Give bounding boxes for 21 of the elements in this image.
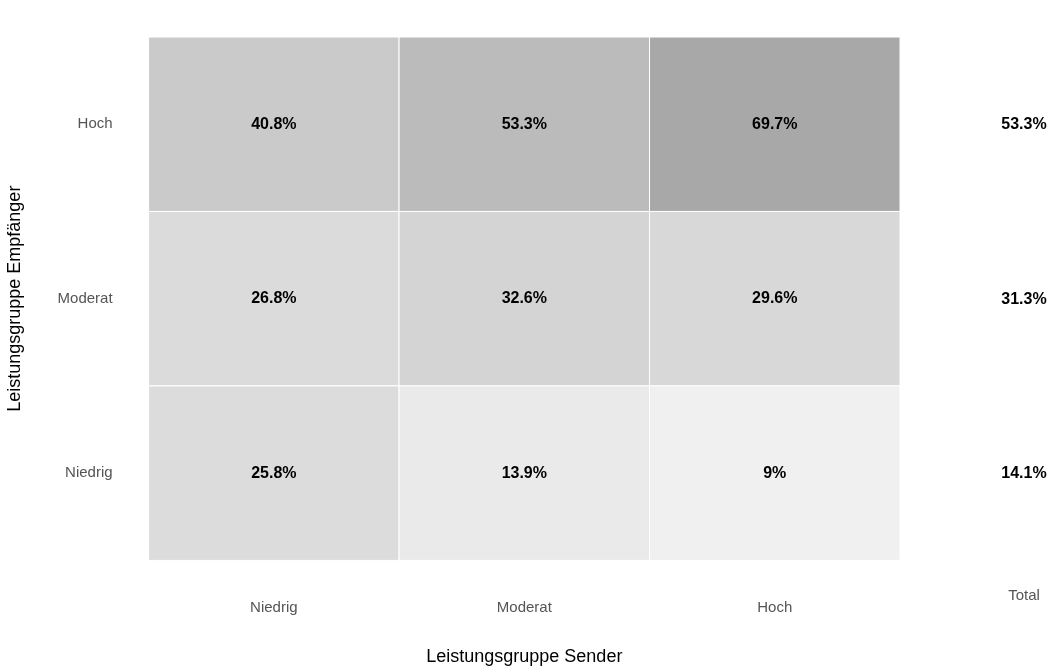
y-tick-label: Niedrig — [65, 463, 113, 481]
data-label: 26.8% — [251, 289, 297, 307]
data-label: 32.6% — [501, 289, 547, 307]
y-axis-title: Leistungsgruppe Empfänger — [3, 185, 24, 412]
x-tick-label: Niedrig — [250, 597, 298, 615]
text: 31.3% — [1000, 289, 1048, 308]
data-label: 9% — [763, 463, 787, 481]
text: 53.3% — [1000, 115, 1048, 134]
x-axis-title: Leistungsgruppe Sender — [426, 646, 623, 667]
data-label: 53.3% — [501, 114, 547, 132]
data-label: 13.9% — [501, 463, 547, 481]
data-label: 40.8% — [251, 114, 297, 132]
text: 14.1% — [1000, 464, 1048, 483]
category-label: Total — [1007, 586, 1041, 604]
y-tick-label: Hoch — [77, 114, 113, 132]
data-label: 69.7% — [752, 114, 798, 132]
x-tick-label: Moderat — [496, 597, 553, 615]
y-tick-label: Moderat — [57, 288, 114, 306]
x-tick-label: Hoch — [757, 597, 793, 615]
data-label: 29.6% — [752, 289, 798, 307]
data-label: 25.8% — [251, 463, 297, 481]
